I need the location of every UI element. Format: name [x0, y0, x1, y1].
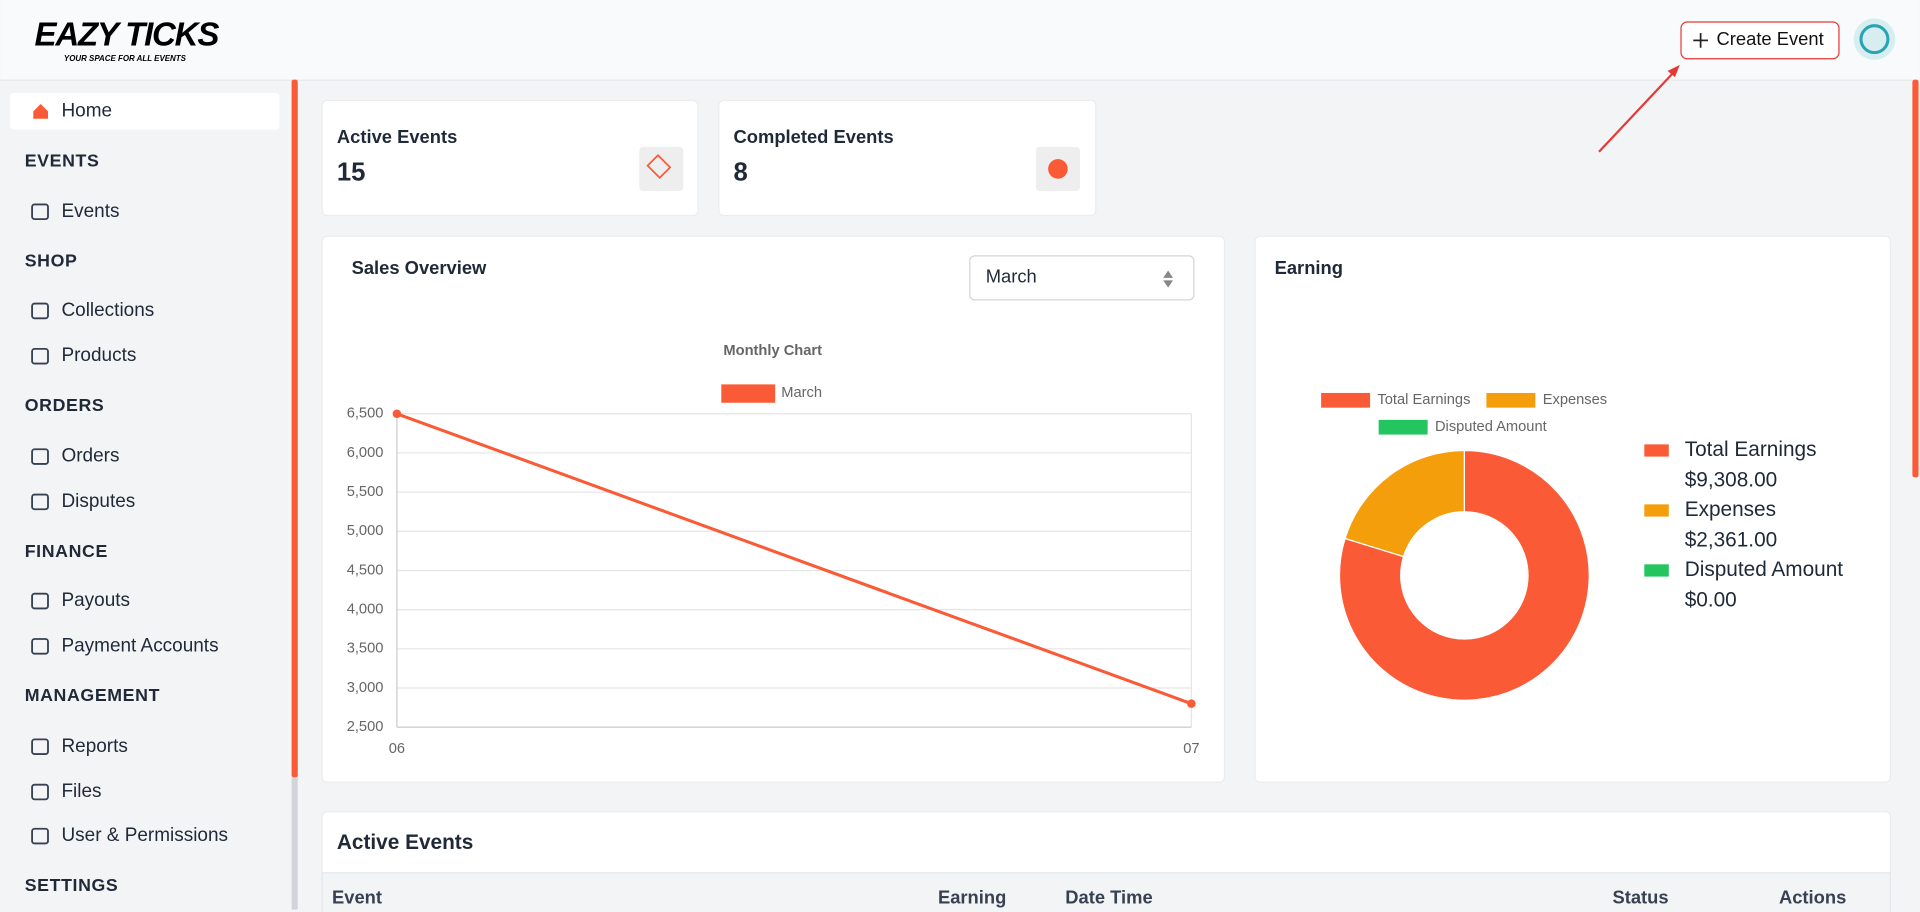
line-series: [396, 412, 1192, 706]
nav-item[interactable]: Payouts: [61, 590, 130, 611]
stat-card: [718, 99, 1097, 217]
legend-swatch: [1644, 444, 1669, 457]
nav-section: ORDERS: [25, 395, 105, 415]
select-value[interactable]: March: [986, 266, 1037, 287]
point: [1187, 699, 1196, 708]
table-title: Active Events: [337, 831, 473, 854]
value-label: $0.00: [1685, 589, 1737, 612]
y-tick-label: 6,000: [347, 445, 384, 461]
month-select[interactable]: [969, 255, 1195, 301]
nav-item[interactable]: Files: [61, 781, 101, 802]
y-tick-label: 2,500: [347, 719, 384, 735]
legend-swatch: [1378, 419, 1428, 435]
stat-card: [321, 99, 699, 217]
nav-icon: [31, 347, 49, 365]
logo-tagline: YOUR SPACE FOR ALL EVENTS: [64, 54, 187, 63]
nav-section: SHOP: [25, 251, 78, 271]
select-arrow: [1163, 270, 1174, 278]
sidebar-scroll-thumb[interactable]: [291, 79, 298, 778]
nav-icon: [31, 493, 49, 511]
nav-item[interactable]: Collections: [61, 300, 154, 321]
legend-label: Disputed Amount: [1435, 419, 1547, 435]
chart-title: Monthly Chart: [723, 343, 822, 359]
column-header: Actions: [1779, 886, 1846, 907]
nav-icon: [31, 448, 49, 465]
stat-icon: [646, 154, 672, 179]
column-header: Earning: [938, 886, 1006, 907]
value-label: $2,361.00: [1685, 529, 1778, 552]
nav-item[interactable]: Reports: [61, 736, 127, 757]
button-label[interactable]: Create Event: [1717, 28, 1824, 49]
legend-label: Disputed Amount: [1685, 558, 1844, 581]
nav-icon: [31, 203, 49, 221]
column-header: Status: [1612, 886, 1668, 907]
stat-label: Completed Events: [734, 126, 894, 147]
card-title: Sales Overview: [352, 257, 487, 278]
nav-icon: [31, 783, 49, 801]
nav-item[interactable]: Payment Accounts: [61, 635, 218, 656]
top-bar: [0, 0, 1920, 80]
value-label: $9,308.00: [1685, 469, 1778, 492]
y-tick-label: 4,500: [347, 562, 384, 578]
nav-section: SETTINGS: [25, 875, 119, 895]
stat-value: 15: [337, 159, 366, 187]
y-tick-label: 4,000: [347, 602, 384, 618]
nav-icon: [31, 638, 49, 655]
y-tick-label: 3,000: [347, 680, 384, 696]
donut-slice: [1344, 449, 1465, 558]
x-tick-label: 06: [389, 741, 405, 757]
point: [392, 409, 402, 419]
x-tick-label: 07: [1183, 741, 1199, 757]
button-frame[interactable]: [1680, 21, 1840, 60]
nav-item[interactable]: User & Permissions: [61, 825, 228, 846]
earning-card: [1254, 235, 1891, 783]
legend-swatch: [1644, 504, 1669, 517]
legend-swatch: [1486, 392, 1536, 408]
stat-value: 8: [734, 159, 748, 187]
home-highlight: [10, 93, 280, 130]
column-header: Date Time: [1065, 886, 1152, 907]
legend-swatch: [721, 384, 776, 403]
column-header: Event: [332, 886, 382, 907]
sales-card: [321, 235, 1226, 783]
nav-section: EVENTS: [25, 150, 100, 170]
legend-label: Expenses: [1543, 392, 1607, 408]
y-tick-label: 5,000: [347, 523, 384, 539]
annotation-arrow: [1598, 70, 1676, 153]
nav-icon: [31, 738, 49, 756]
nav-item[interactable]: Products: [61, 345, 136, 366]
y-tick-label: 5,500: [347, 484, 384, 500]
nav-item[interactable]: Orders: [61, 446, 119, 467]
y-tick-label: 3,500: [347, 641, 384, 657]
nav-section: FINANCE: [25, 541, 108, 561]
nav-icon: [31, 827, 49, 845]
nav-icon: [31, 592, 49, 610]
legend-swatch: [1644, 564, 1669, 577]
avatar-icon: [1859, 24, 1890, 55]
legend-label: Total Earnings: [1377, 392, 1470, 408]
card-title: Earning: [1275, 257, 1343, 278]
legend-label: Expenses: [1685, 498, 1776, 521]
logo[interactable]: EAZY TICKS: [35, 16, 221, 53]
nav-item[interactable]: Home: [61, 100, 112, 121]
page-scroll-thumb[interactable]: [1912, 79, 1919, 478]
legend-label: March: [781, 385, 822, 401]
nav-item[interactable]: Events: [61, 201, 119, 222]
stat-icon: [1048, 159, 1068, 179]
stat-label: Active Events: [337, 126, 457, 147]
create-event-button[interactable]: Create Event: [1680, 21, 1840, 60]
legend-label: Total Earnings: [1685, 438, 1817, 461]
home-icon: [33, 104, 48, 119]
nav-icon: [31, 302, 49, 320]
nav-item[interactable]: Disputes: [61, 491, 135, 512]
donut-slice: [1338, 449, 1590, 701]
select-arrow: [1163, 280, 1174, 288]
annotation-arrow-head: [1667, 64, 1680, 78]
stat-icon-box: [639, 146, 684, 191]
nav-section: MANAGEMENT: [25, 685, 160, 705]
y-tick-label: 6,500: [347, 406, 384, 422]
legend-swatch: [1321, 392, 1371, 408]
table-header: [321, 872, 1891, 912]
